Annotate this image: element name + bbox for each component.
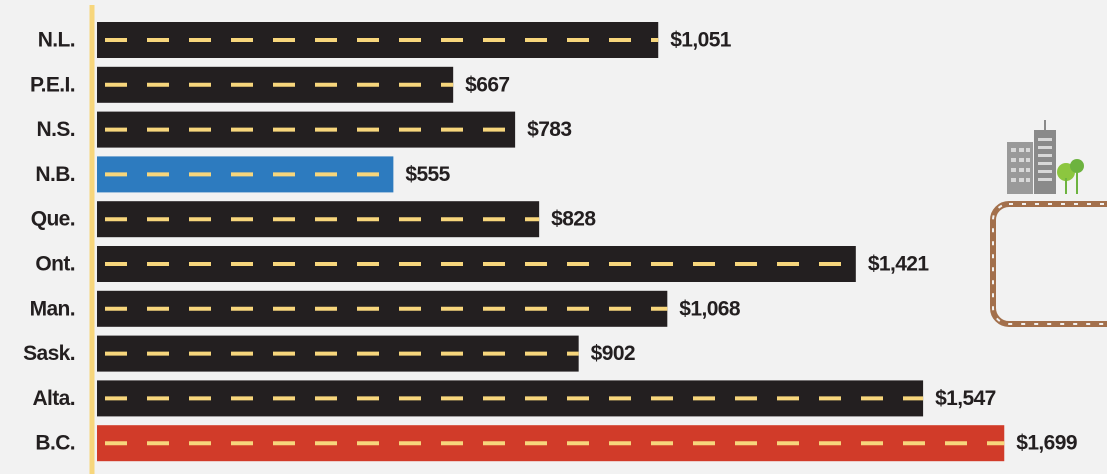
value-label: $783: [527, 118, 571, 141]
bar: [97, 380, 923, 416]
category-label: Alta.: [32, 387, 75, 410]
chart: $1,051 N.L. $667 P.E.I. $783 N.S. $555 N.B. $828…: [0, 0, 1107, 474]
category-label: Sask.: [23, 342, 75, 365]
bar: [97, 336, 579, 372]
value-label: $1,421: [868, 253, 930, 276]
category-label: Que.: [31, 208, 75, 231]
value-label: $902: [591, 342, 635, 365]
value-label: $667: [465, 73, 509, 96]
value-label: $555: [405, 163, 450, 186]
category-label: P.E.I.: [30, 73, 75, 96]
category-label: Ont.: [35, 253, 75, 276]
category-label: N.S.: [37, 118, 75, 141]
value-label: $828: [551, 208, 596, 231]
value-label: $1,051: [670, 29, 732, 52]
category-label: N.L.: [38, 29, 75, 52]
value-label: $1,699: [1016, 432, 1077, 455]
category-label: Man.: [30, 297, 75, 320]
category-label: B.C.: [35, 432, 75, 455]
value-label: $1,068: [679, 297, 741, 320]
value-label: $1,547: [935, 387, 996, 410]
category-label: N.B.: [35, 163, 75, 186]
